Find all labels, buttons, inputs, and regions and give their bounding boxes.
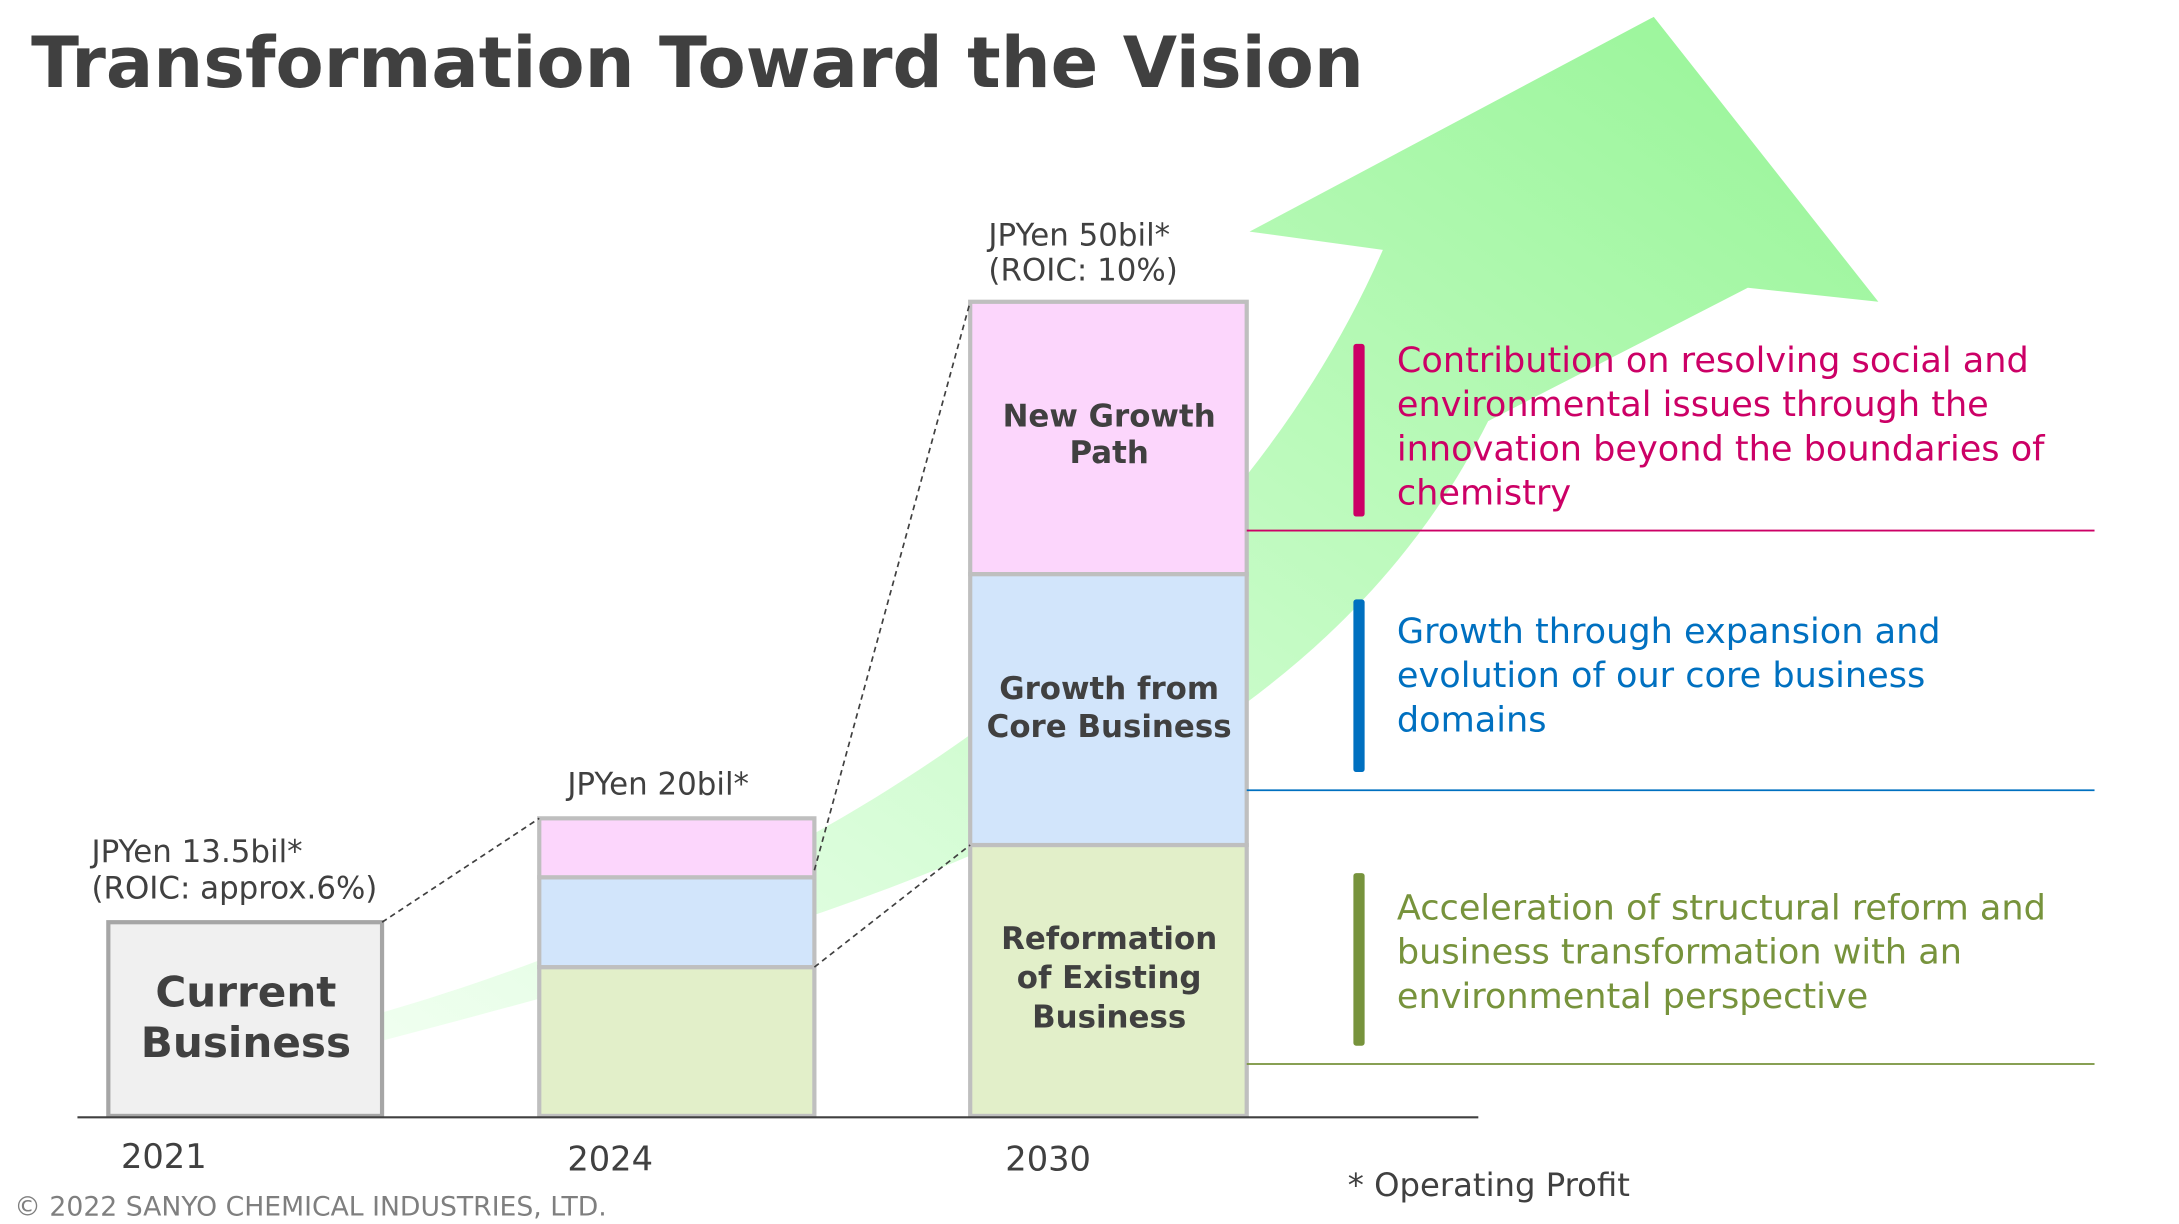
segment-label: Reformation [1001,921,1217,957]
segment-block [537,816,817,880]
segment-block [537,965,817,1119]
pillar-text: Acceleration of structural reform and [1397,887,2046,928]
profit-label: JPYen 13.5bil* [89,834,302,870]
growth-arrow [379,16,1879,1042]
segment-block [968,299,1249,577]
profit-label: JPYen 20bil* [565,766,749,802]
roic-label: (ROIC: 10%) [988,253,1177,289]
segment-block [968,842,1249,1119]
year-label: 2030 [1005,1140,1091,1179]
pillar-bar [1353,873,1365,1046]
segment-label: of Existing [1017,960,1202,996]
pillar-text: chemistry [1397,473,1571,514]
pillar-bar [1353,343,1365,517]
title: Transformation Toward the Vision [31,22,1364,104]
segment-label: Growth from [999,671,1219,707]
pillar-text: Growth through expansion and [1397,611,1941,652]
pillar-text: Contribution on resolving social and [1397,340,2029,381]
footnote: * Operating Profit [1348,1166,1630,1204]
pillar-text: business transformation with an [1397,932,1962,973]
pillar-text: innovation beyond the boundaries of [1397,428,2046,469]
pillar-text: evolution of our core business [1397,655,1925,696]
connectors [381,301,972,968]
segment-label: Path [1069,435,1148,471]
roic-label: (ROIC: approx.6%) [91,870,377,906]
pillar-text: environmental issues through the [1397,384,1989,425]
copyright: © 2022 SANYO CHEMICAL INDUSTRIES, LTD. [14,1192,606,1223]
current-business-block [106,920,385,1119]
segment-block [968,571,1249,848]
profit-label: JPYen 50bil* [986,218,1170,254]
pillar-bar [1353,599,1365,773]
segment-block [537,875,817,970]
segment-label: Business [1032,999,1186,1035]
year-label: 2021 [121,1137,207,1176]
block-label: Business [141,1018,351,1067]
pillar-text: domains [1397,699,1547,740]
block-label: Current [155,967,336,1016]
segment-label: New Growth [1003,399,1216,435]
segment-label: Core Business [987,709,1232,745]
pillar-text: environmental perspective [1397,976,1868,1017]
year-label: 2024 [567,1140,653,1179]
